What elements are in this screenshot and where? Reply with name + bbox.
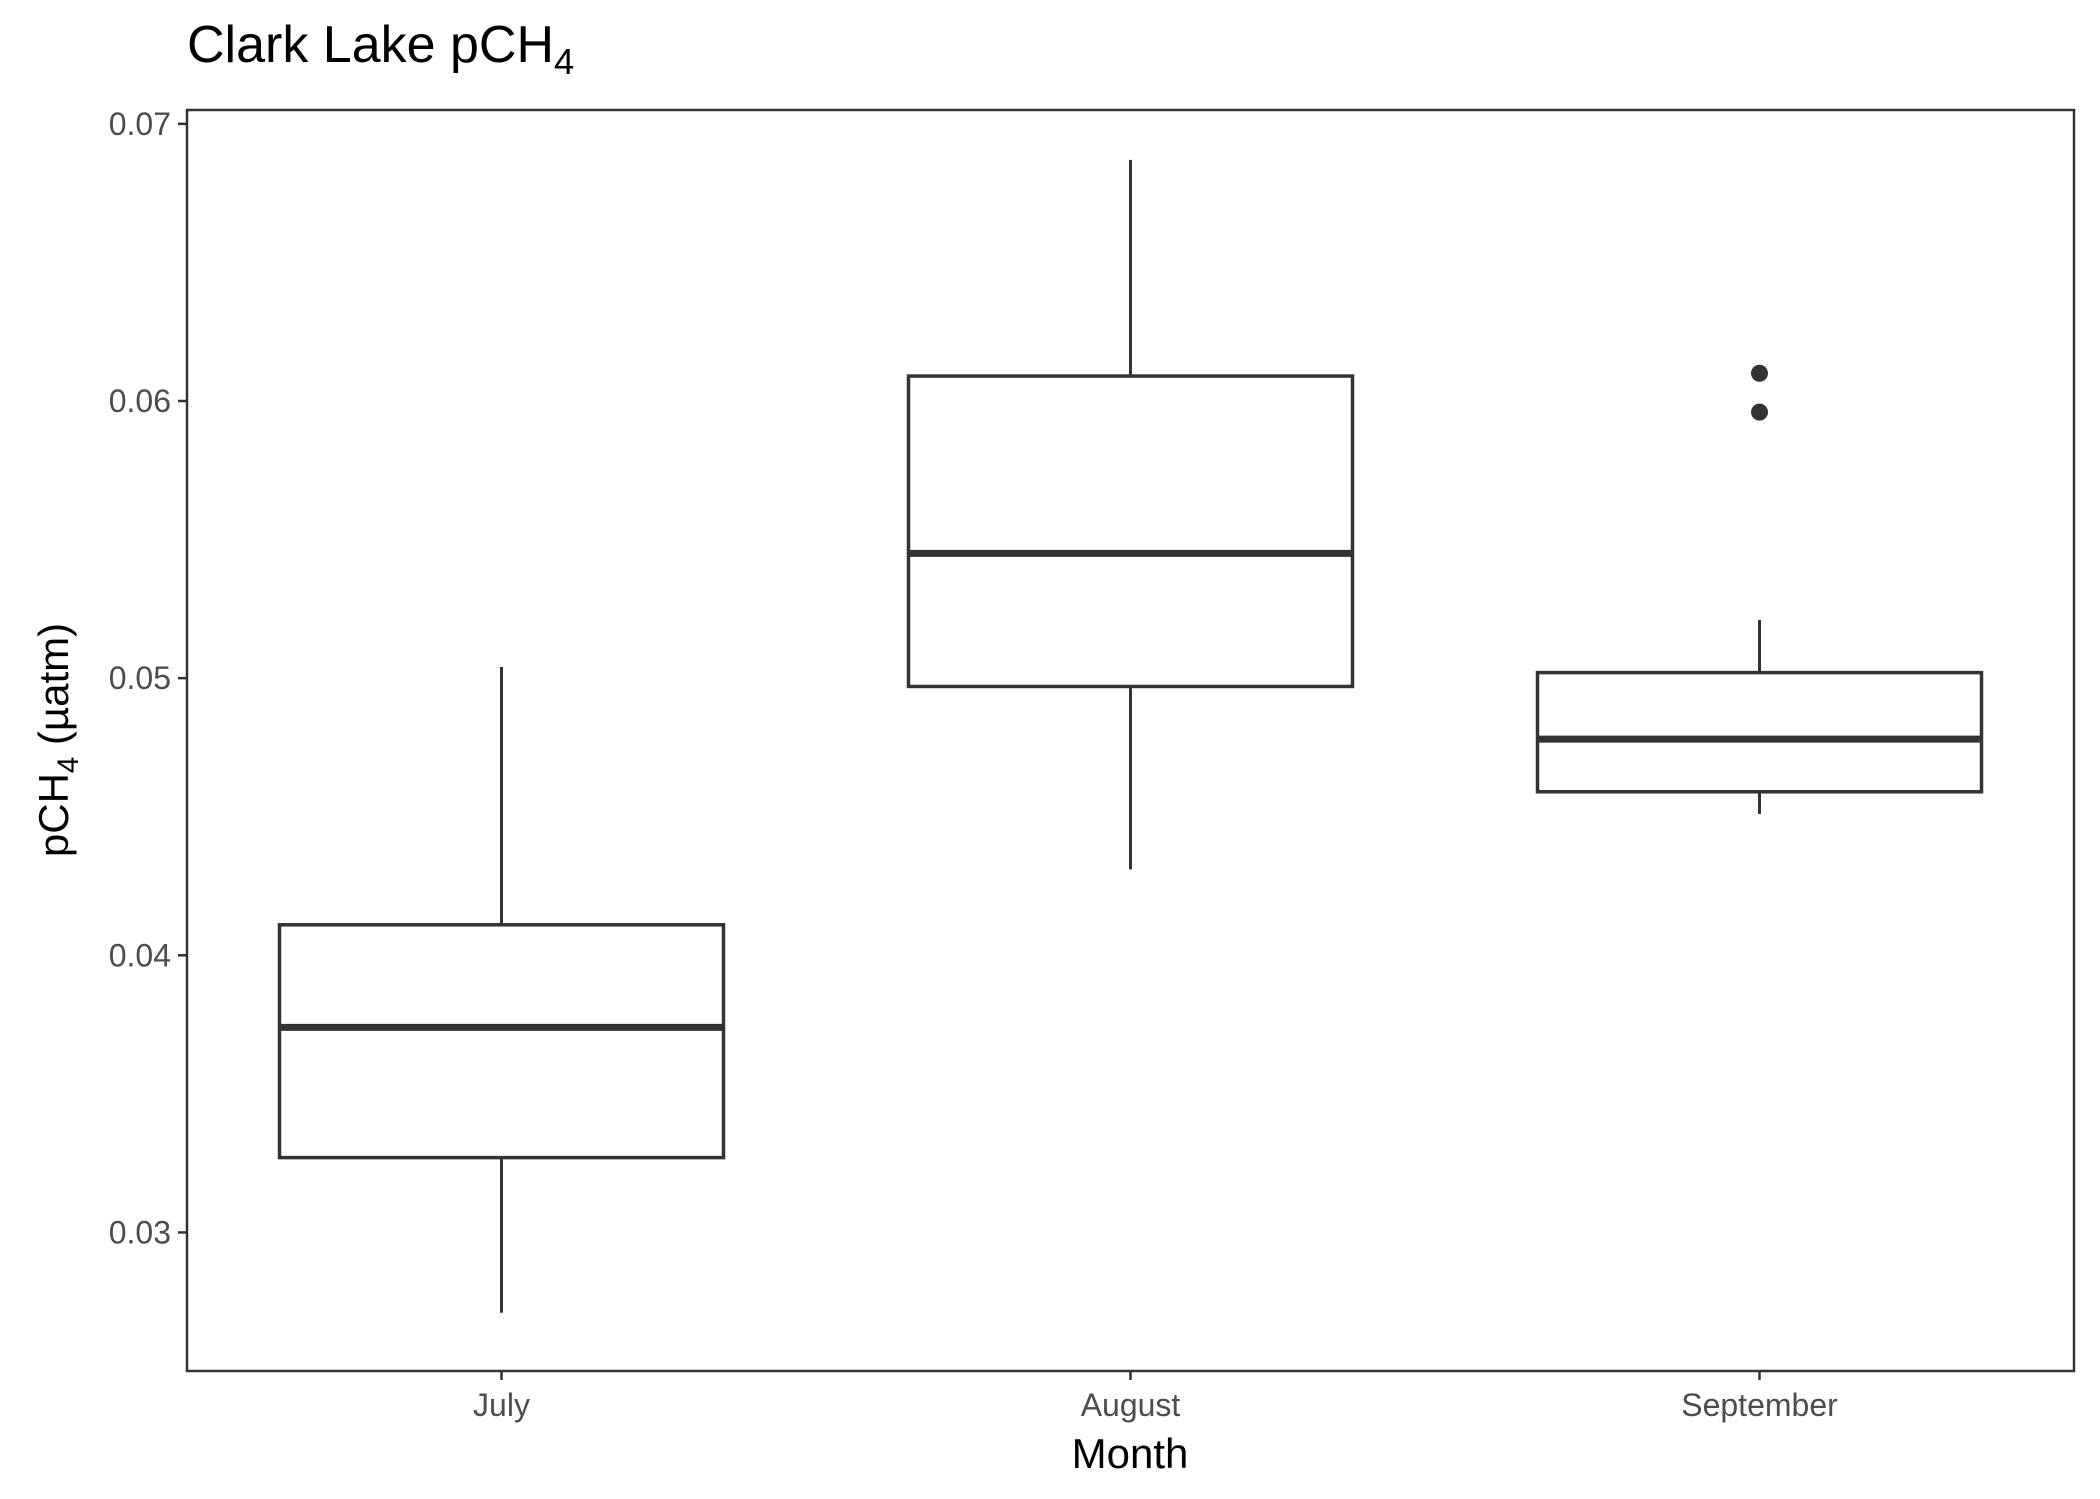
box-iqr <box>1535 670 1984 794</box>
y-tick-label: 0.04 <box>109 937 171 973</box>
y-axis: 0.03 0.04 0.05 0.06 0.07 <box>109 106 187 1250</box>
box-august <box>906 159 1355 870</box>
y-tick-label: 0.07 <box>109 106 171 142</box>
box-iqr <box>277 923 726 1160</box>
box-july <box>277 667 726 1313</box>
chart-title: Clark Lake pCH4 <box>187 16 574 82</box>
x-tick-label: September <box>1681 1387 1838 1423</box>
box-september <box>1535 364 1984 814</box>
y-tick-label: 0.06 <box>109 383 171 419</box>
outlier-point <box>1751 364 1768 382</box>
y-tick-label: 0.05 <box>109 660 171 696</box>
x-tick-label: August <box>1081 1387 1181 1423</box>
box-iqr <box>906 374 1355 689</box>
x-axis: July August September <box>473 1371 1838 1423</box>
box-series <box>277 159 1984 1313</box>
x-axis-title: Month <box>1072 1430 1189 1477</box>
y-axis-title: pCH4 (µatm) <box>30 623 85 857</box>
x-tick-label: July <box>473 1387 530 1423</box>
outlier-point <box>1751 403 1768 421</box>
y-tick-label: 0.03 <box>109 1214 171 1250</box>
